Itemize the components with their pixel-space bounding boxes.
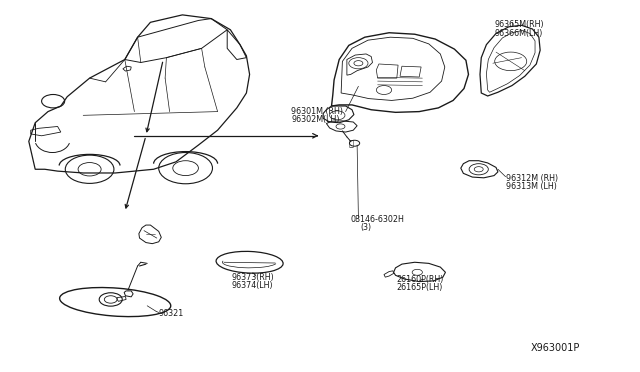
Text: 96313M (LH): 96313M (LH) (506, 182, 556, 191)
Text: 26165P(LH): 26165P(LH) (397, 283, 443, 292)
Text: Ⓑ: Ⓑ (348, 139, 353, 148)
Text: X963001P: X963001P (531, 343, 580, 353)
Text: 96302M(LH): 96302M(LH) (291, 115, 340, 124)
Text: 96312M (RH): 96312M (RH) (506, 174, 557, 183)
Text: 96365M(RH): 96365M(RH) (494, 20, 544, 29)
Text: 96301M (RH): 96301M (RH) (291, 107, 343, 116)
Text: 08146-6302H: 08146-6302H (351, 215, 404, 224)
Text: 96373(RH): 96373(RH) (232, 273, 275, 282)
Text: 26160P(RH): 26160P(RH) (397, 275, 444, 284)
Text: (3): (3) (360, 223, 371, 232)
Text: 96366M(LH): 96366M(LH) (494, 29, 543, 38)
Text: 96321: 96321 (159, 309, 184, 318)
Text: 96374(LH): 96374(LH) (232, 281, 273, 290)
